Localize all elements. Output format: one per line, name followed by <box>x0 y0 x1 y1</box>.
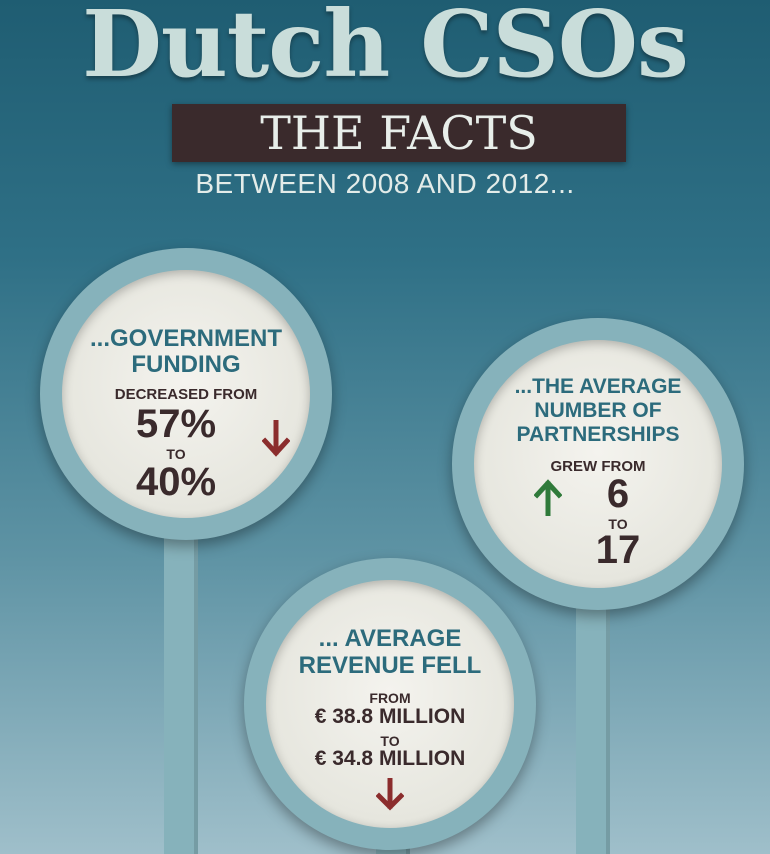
arrow-down-icon <box>376 778 404 811</box>
revenue-to-value: € 34.8 MILLION <box>314 747 466 770</box>
partnerships-to-label: TO <box>608 516 628 532</box>
revenue-verb: FROM <box>369 690 411 706</box>
partnerships-heading-line-2: NUMBER OF <box>534 399 662 422</box>
revenue-heading-line-1: ... AVERAGE <box>318 625 462 652</box>
infographic-title: Dutch CSOs <box>82 0 689 98</box>
government-signpost-pole <box>164 520 198 854</box>
government-heading-line-2: FUNDING <box>131 351 241 378</box>
partnerships-to-value: 17 <box>595 528 641 572</box>
subtitle-banner: THE FACTS <box>172 104 626 162</box>
arrow-up-icon <box>534 479 562 516</box>
government-funding-sign: ...GOVERNMENT FUNDING DECREASED FROM 57%… <box>40 248 332 540</box>
partnerships-signpost-pole <box>576 600 610 854</box>
arrow-down-icon <box>262 420 290 457</box>
partnerships-heading-line-3: PARTNERSHIPS <box>516 423 680 446</box>
partnerships-sign: ...THE AVERAGE NUMBER OF PARTNERSHIPS GR… <box>452 318 744 610</box>
revenue-face: ... AVERAGE REVENUE FELL FROM € 38.8 MIL… <box>266 580 514 828</box>
partnerships-from-value: 6 <box>606 472 630 516</box>
government-to-label: TO <box>166 446 186 462</box>
partnerships-face: ...THE AVERAGE NUMBER OF PARTNERSHIPS GR… <box>474 340 722 588</box>
revenue-heading-line-2: REVENUE FELL <box>298 652 482 679</box>
subtitle-text: THE FACTS <box>260 106 538 160</box>
partnerships-verb: GREW FROM <box>550 458 646 475</box>
period-text: BETWEEN 2008 AND 2012... <box>195 168 575 199</box>
government-heading-line-1: ...GOVERNMENT <box>89 325 282 352</box>
revenue-sign: ... AVERAGE REVENUE FELL FROM € 38.8 MIL… <box>244 558 536 850</box>
government-from-value: 57% <box>135 402 217 446</box>
government-funding-face: ...GOVERNMENT FUNDING DECREASED FROM 57%… <box>62 270 310 518</box>
government-to-value: 40% <box>135 460 217 504</box>
partnerships-heading-line-1: ...THE AVERAGE <box>514 375 682 398</box>
government-verb: DECREASED FROM <box>114 386 258 403</box>
revenue-to-label: TO <box>380 733 400 749</box>
revenue-from-value: € 38.8 MILLION <box>314 705 466 728</box>
